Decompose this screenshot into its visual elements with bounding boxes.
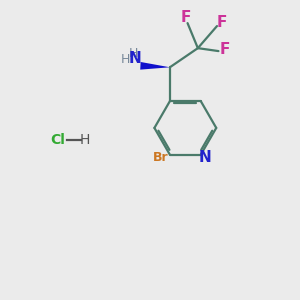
Text: Br: Br xyxy=(153,151,169,164)
Text: F: F xyxy=(181,10,191,25)
Polygon shape xyxy=(140,62,170,70)
Text: F: F xyxy=(217,15,227,30)
Text: H: H xyxy=(128,46,138,60)
Text: N: N xyxy=(198,149,211,164)
Text: H: H xyxy=(121,53,130,66)
Text: Cl: Cl xyxy=(50,133,65,147)
Text: N: N xyxy=(129,51,142,66)
Text: F: F xyxy=(220,42,230,57)
Text: H: H xyxy=(80,133,90,147)
